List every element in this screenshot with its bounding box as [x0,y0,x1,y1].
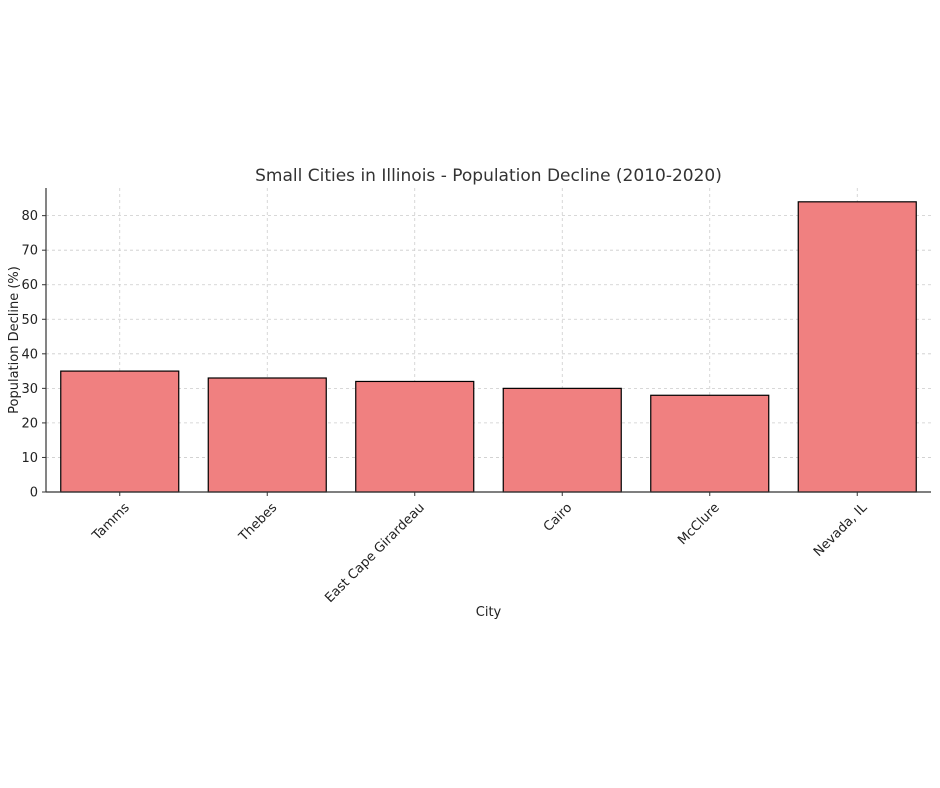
y-tick-label: 30 [21,382,38,397]
y-axis-label: Population Decline (%) [7,266,22,414]
chart-title: Small Cities in Illinois - Population De… [255,166,722,186]
y-tick-label: 50 [21,313,38,328]
bar [60,370,180,493]
bar [650,394,770,493]
x-tick-label: Thebes [236,500,281,545]
y-tick-label: 80 [21,209,38,224]
bar [797,201,917,493]
x-axis-label: City [476,605,502,620]
y-tick-label: 0 [30,486,38,501]
y-tick-label: 40 [21,347,38,362]
x-tick-label: McClure [675,500,723,548]
y-tick-label: 60 [21,278,38,293]
bars [60,201,917,493]
x-tick-label: Tamms [89,500,133,544]
bar [355,380,475,493]
y-tick-label: 10 [21,451,38,466]
y-tick-label: 70 [21,244,38,259]
bar [207,377,327,493]
y-tick-label: 20 [21,416,38,431]
x-tick-label: East Cape Girardeau [322,500,427,605]
bar [502,387,622,493]
x-tick-label: Nevada, IL [811,500,871,560]
x-tick-label: Cairo [541,500,575,534]
